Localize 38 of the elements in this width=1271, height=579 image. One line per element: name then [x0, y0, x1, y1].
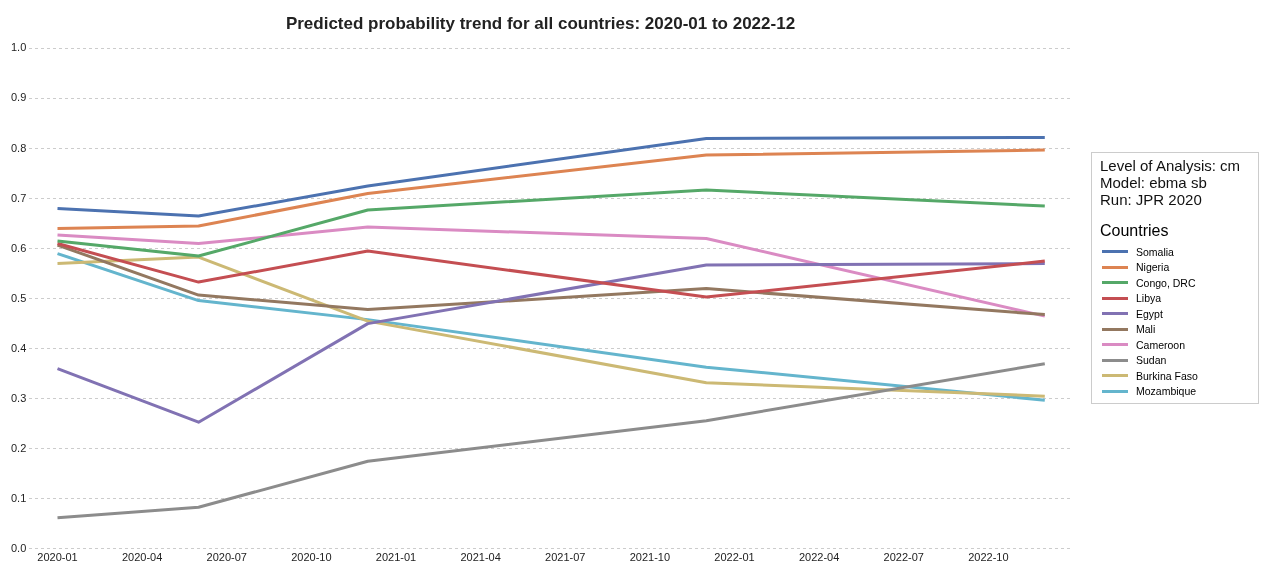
legend-label: Nigeria — [1136, 261, 1170, 274]
y-tick-label: 0.2 — [10, 441, 27, 454]
y-tick-label: 0.0 — [10, 541, 27, 554]
y-tick-label: 0.1 — [10, 491, 27, 504]
y-tick-label: 0.4 — [10, 341, 27, 354]
x-tick-label: 2020-04 — [121, 551, 163, 564]
y-tick-label: 0.9 — [10, 91, 27, 104]
legend-label: Mali — [1136, 323, 1156, 336]
y-tick-label: 1.0 — [10, 41, 27, 54]
y-tick-label: 0.7 — [10, 191, 27, 204]
x-tick-label: 2021-07 — [545, 551, 586, 564]
legend-label: Egypt — [1136, 307, 1163, 320]
x-tick-label: 2020-07 — [206, 551, 247, 564]
text: Level of Analysis: cm — [1100, 157, 1242, 174]
y-tick-label: 0.5 — [10, 291, 27, 304]
x-tick-label: 2022-01 — [714, 551, 755, 564]
x-tick-label: 2020-10 — [291, 551, 332, 564]
text: Model: ebma sb — [1100, 174, 1208, 191]
x-tick-label: 2022-04 — [798, 551, 840, 564]
text: Run: JPR 2020 — [1100, 191, 1203, 208]
x-tick-label: 2020-01 — [37, 551, 78, 564]
legend-label: Somalia — [1136, 245, 1174, 258]
x-tick-label: 2021-04 — [460, 551, 501, 564]
chart-title: Predicted probability trend for all countries: 2020-01 to 2022-12 — [285, 13, 796, 33]
legend-label: Sudan — [1136, 354, 1167, 367]
legend-title: Countries — [1100, 222, 1170, 240]
y-tick-label: 0.3 — [10, 391, 27, 404]
y-tick-label: 0.6 — [10, 241, 27, 254]
legend-label: Mozambique — [1136, 385, 1197, 398]
x-tick-label: 2021-10 — [629, 551, 671, 564]
legend-label: Congo, DRC — [1136, 276, 1196, 289]
legend-label: Cameroon — [1136, 338, 1186, 351]
x-tick-label: 2021-01 — [375, 551, 417, 564]
legend-label: Burkina Faso — [1136, 369, 1198, 382]
legend-label: Libya — [1136, 292, 1162, 305]
y-tick-label: 0.8 — [10, 141, 27, 154]
x-tick-label: 2022-07 — [883, 551, 924, 564]
x-tick-label: 2022-10 — [968, 551, 1009, 564]
